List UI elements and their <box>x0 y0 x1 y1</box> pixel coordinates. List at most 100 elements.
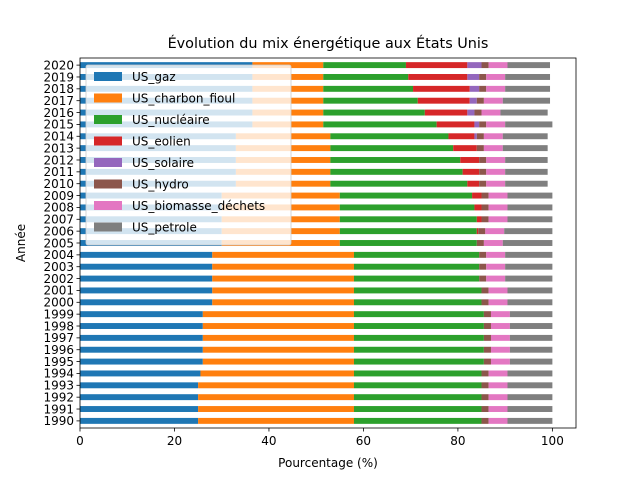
bar-US_nucléaire-2002 <box>353 275 480 282</box>
legend-label-US_gaz: US_gaz <box>132 70 176 84</box>
y-tick-label: 2002 <box>43 272 74 286</box>
bar-US_hydro-2011 <box>479 168 487 175</box>
bar-US_biomasse_déchets-2002 <box>486 275 506 282</box>
legend-swatch-US_petrole <box>94 222 122 232</box>
bar-US_nucléaire-2019 <box>323 74 409 80</box>
bar-US_petrole-1998 <box>509 323 553 329</box>
bar-US_nucléaire-2007 <box>339 216 477 223</box>
bar-US_solaire-2018 <box>469 85 480 92</box>
bar-US_nucléaire-2011 <box>330 168 463 175</box>
bar-US_charbon_fioul-1997 <box>202 334 354 341</box>
bar-US_charbon_fioul-1995 <box>202 358 354 365</box>
bar-US_petrole-2011 <box>505 168 548 175</box>
legend-label-US_biomasse_déchets: US_biomasse_déchets <box>132 199 265 213</box>
bar-US_gaz-2004 <box>80 251 213 258</box>
bar-US_solaire-2017 <box>469 97 477 104</box>
bar-US_hydro-2016 <box>474 109 482 116</box>
bar-US_nucléaire-1996 <box>353 346 484 353</box>
bar-US_biomasse_déchets-2012 <box>486 157 506 163</box>
bar-US_biomasse_déchets-1997 <box>490 334 510 341</box>
bar-US_hydro-1996 <box>483 346 491 353</box>
bar-US_solaire-2020 <box>467 62 482 69</box>
y-tick-label: 1995 <box>43 355 74 369</box>
chart-title: Évolution du mix énergétique aux États U… <box>168 35 489 52</box>
bar-US_petrole-1993 <box>507 382 553 389</box>
bar-US_solaire-2016 <box>467 109 475 116</box>
legend-swatch-US_solaire <box>94 158 122 167</box>
bar-US_biomasse_déchets-1998 <box>490 323 510 329</box>
bar-US_nucléaire-2013 <box>330 145 454 152</box>
bar-US_gaz-2000 <box>80 299 213 306</box>
bar-US_hydro-2004 <box>479 251 487 258</box>
bar-US_hydro-1995 <box>483 358 491 365</box>
bar-US_petrole-2014 <box>502 133 548 140</box>
bar-US_hydro-2005 <box>476 240 484 246</box>
bar-US_hydro-2019 <box>479 74 487 80</box>
x-axis-ticks: 0 20 40 60 80 100 <box>76 428 564 448</box>
legend-label-US_charbon_fioul: US_charbon_fioul <box>132 92 235 106</box>
bar-US_nucléaire-1995 <box>353 358 484 365</box>
bar-US_eolien-2011 <box>462 168 480 175</box>
bar-US_biomasse_déchets-2006 <box>485 228 505 235</box>
bar-US_hydro-2006 <box>478 228 486 235</box>
bar-US_nucléaire-2018 <box>323 85 414 92</box>
bar-US_hydro-1998 <box>483 323 491 329</box>
bar-US_gaz-1994 <box>80 370 201 377</box>
bar-US_eolien-2014 <box>448 133 475 140</box>
bar-US_hydro-1999 <box>483 311 491 318</box>
bar-US_petrole-2005 <box>502 240 553 246</box>
bar-US_nucléaire-2020 <box>323 62 406 69</box>
legend-label-US_hydro: US_hydro <box>132 178 189 192</box>
y-tick-label: 1990 <box>43 414 74 428</box>
bar-US_gaz-1993 <box>80 382 199 389</box>
bar-US_hydro-2010 <box>479 180 487 187</box>
bar-US_eolien-2018 <box>413 85 470 92</box>
y-tick-label: 1992 <box>43 390 74 404</box>
y-tick-label: 2001 <box>43 284 74 298</box>
bar-US_solaire-2019 <box>467 74 480 80</box>
bar-US_biomasse_déchets-2005 <box>483 240 503 246</box>
y-tick-label: 2019 <box>43 70 74 84</box>
bar-US_hydro-1993 <box>481 382 489 389</box>
bar-US_eolien-2006 <box>476 228 479 235</box>
bar-US_eolien-2007 <box>476 216 482 223</box>
bar-US_petrole-2012 <box>505 157 548 163</box>
bar-US_charbon_fioul-2000 <box>212 299 354 306</box>
bar-US_hydro-2008 <box>481 204 489 211</box>
bar-US_nucléaire-2000 <box>353 299 482 306</box>
bar-US_solaire-2014 <box>474 133 477 140</box>
bar-US_biomasse_déchets-2018 <box>486 85 506 92</box>
bar-US_biomasse_déchets-2017 <box>483 97 503 104</box>
bar-US_petrole-1999 <box>509 311 553 318</box>
bar-US_gaz-2001 <box>80 287 213 294</box>
bar-US_petrole-2002 <box>505 275 553 282</box>
bar-US_hydro-2001 <box>481 287 489 294</box>
bar-US_hydro-2003 <box>479 263 487 270</box>
bar-US_petrole-2009 <box>507 192 553 199</box>
y-tick-label: 2008 <box>43 201 74 215</box>
y-tick-label: 1993 <box>43 379 74 393</box>
x-tick-label: 80 <box>450 434 465 448</box>
bar-US_nucléaire-1998 <box>353 323 484 329</box>
bar-US_nucléaire-1990 <box>353 417 482 424</box>
bar-US_hydro-2017 <box>476 97 484 104</box>
bar-US_gaz-2002 <box>80 275 213 282</box>
bar-US_gaz-1990 <box>80 417 199 424</box>
legend-swatch-US_eolien <box>94 136 122 146</box>
bar-US_gaz-2003 <box>80 263 213 270</box>
bar-US_nucléaire-2004 <box>353 251 480 258</box>
bar-US_petrole-1990 <box>507 417 553 424</box>
bar-US_charbon_fioul-1994 <box>200 370 354 377</box>
bar-US_hydro-2009 <box>481 192 489 199</box>
bar-US_nucléaire-2014 <box>330 133 449 140</box>
bar-US_hydro-2002 <box>479 275 487 282</box>
bar-US_charbon_fioul-1996 <box>202 346 354 353</box>
bar-US_charbon_fioul-2002 <box>212 275 354 282</box>
bar-US_nucléaire-2008 <box>339 204 475 211</box>
bar-US_petrole-1992 <box>507 394 553 401</box>
bar-US_biomasse_déchets-2010 <box>486 180 506 187</box>
y-tick-label: 1996 <box>43 343 74 357</box>
bar-US_nucléaire-2016 <box>323 109 425 116</box>
y-tick-label: 2011 <box>43 165 74 179</box>
bar-US_gaz-1998 <box>80 323 203 329</box>
